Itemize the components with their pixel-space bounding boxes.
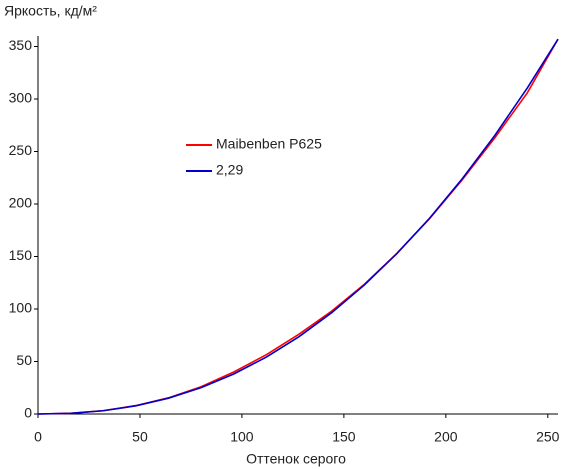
- x-axis-label: Оттенок серого: [246, 451, 346, 467]
- legend-label: 2,29: [216, 162, 243, 178]
- y-tick-label: 50: [16, 352, 32, 368]
- legend-label: Maibenben P625: [216, 136, 322, 152]
- y-tick-label: 0: [24, 405, 32, 421]
- x-tick-label: 100: [230, 429, 254, 445]
- x-tick-label: 250: [536, 429, 560, 445]
- y-tick-label: 250: [9, 142, 33, 158]
- y-tick-label: 200: [9, 195, 33, 211]
- y-tick-label: 150: [9, 247, 33, 263]
- x-tick-label: 50: [132, 429, 148, 445]
- line-series: [37, 38, 559, 415]
- y-tick-label: 100: [9, 300, 33, 316]
- line-series: [37, 38, 559, 415]
- x-tick-label: 150: [332, 429, 356, 445]
- x-tick-label: 200: [434, 429, 458, 445]
- y-tick-label: 350: [9, 37, 33, 53]
- y-tick-label: 300: [9, 90, 33, 106]
- x-tick-label: 0: [34, 429, 42, 445]
- y-axis-label: Яркость, кд/м²: [4, 3, 97, 19]
